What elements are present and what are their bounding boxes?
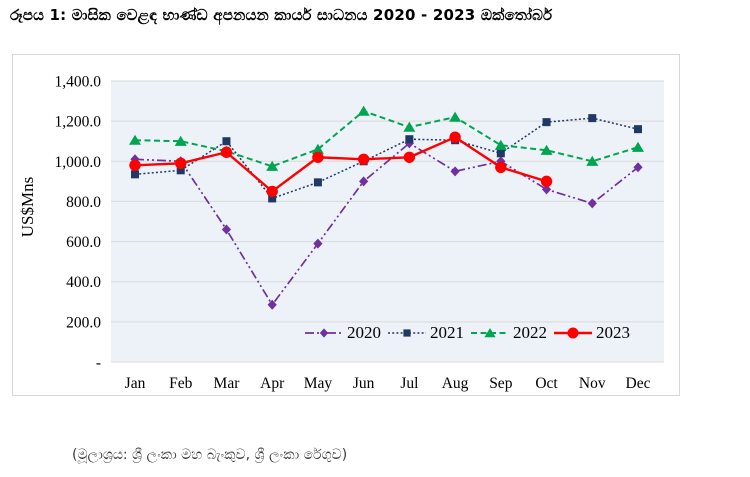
y-axis-tick-label: 1,000.0 (55, 154, 102, 171)
legend-label: 2021 (430, 323, 464, 342)
series-marker-2022 (266, 160, 279, 171)
series-line-2022 (134, 109, 639, 168)
series-marker-2020 (221, 224, 232, 235)
series-marker-2022 (174, 135, 187, 146)
x-axis-label: Jul (400, 375, 418, 392)
series-marker-2023 (312, 151, 324, 163)
series-marker-2020 (541, 184, 552, 195)
series-marker-2022 (403, 121, 416, 132)
legend-item-2020: 2020 (305, 323, 381, 343)
y-axis-tick-label: - (96, 355, 101, 372)
series-marker-2023 (357, 153, 370, 165)
series-marker-2021 (131, 170, 139, 179)
series-line-2021 (134, 117, 639, 200)
y-axis-title: US$Mns (18, 176, 37, 238)
x-axis-label: May (304, 375, 333, 392)
figure-title: රූපය 1: මාසික වෙළඳ භාණ්ඩ අපනයන කාර්ය සාධ… (10, 6, 553, 24)
series-marker-2023 (403, 151, 416, 163)
y-axis-tick-label: 800.0 (66, 194, 101, 211)
legend-marker-icon (319, 328, 329, 338)
y-axis-tick-label: 200.0 (66, 314, 101, 331)
x-axis-label: Mar (214, 375, 241, 392)
series-marker-2021 (588, 114, 597, 123)
legend-sample-triangle-icon (471, 328, 509, 338)
series-marker-2021 (496, 149, 505, 158)
legend-item-2021: 2021 (388, 323, 464, 343)
legend-sample-square-icon (388, 329, 426, 337)
series-marker-2022 (540, 144, 553, 155)
series-marker-2020 (450, 166, 460, 177)
series-marker-2020 (313, 238, 323, 249)
series-marker-2023 (175, 157, 187, 169)
legend-item-2022: 2022 (471, 323, 547, 343)
series-marker-2020 (587, 198, 597, 209)
series-marker-2022 (631, 141, 644, 152)
x-axis-label: Dec (626, 375, 651, 392)
series-marker-2021 (176, 166, 185, 175)
x-axis-label: Aug (442, 375, 469, 392)
series-marker-2021 (313, 178, 322, 187)
legend-sample-diamond-icon (305, 328, 343, 338)
chart-legend: 2020 2021 2022 2023 (305, 323, 637, 343)
legend-marker-icon (484, 328, 496, 338)
series-marker-2021 (268, 194, 277, 203)
series-marker-2021 (222, 137, 231, 146)
chart-container: US$Mns 1,400.0 1,200.0 1,000.0 800.0 600.0 40… (12, 54, 680, 396)
x-axis-label: Apr (260, 375, 285, 392)
x-axis-label: Nov (579, 375, 606, 392)
series-marker-2022 (311, 143, 324, 154)
legend-marker-icon (567, 327, 579, 339)
y-axis-tick-label: 1,200.0 (55, 114, 102, 131)
legend-label: 2022 (513, 323, 547, 342)
series-marker-2023 (540, 175, 553, 188)
y-axis-tick-label: 1,400.0 (55, 74, 102, 91)
series-marker-2020 (633, 162, 643, 173)
series-line-2020 (134, 142, 639, 307)
series-marker-2021 (542, 118, 551, 127)
series-marker-2021 (405, 135, 414, 144)
x-axis-label: Jan (125, 375, 146, 392)
series-marker-2023 (220, 146, 233, 158)
source-caption: (මූලාශ්‍රය: ශ්‍රී ලංකා මහ බැංකුව, ශ්‍රී … (72, 447, 348, 463)
y-axis-tick-label: 400.0 (66, 274, 101, 291)
legend-item-2023: 2023 (554, 323, 630, 343)
legend-label: 2020 (347, 323, 381, 342)
series-marker-2022 (494, 139, 507, 150)
series-line-2023 (134, 135, 547, 193)
series-marker-2023 (129, 159, 141, 171)
series-marker-2023 (266, 185, 278, 198)
x-axis-label: Jun (353, 375, 375, 392)
series-marker-2023 (495, 161, 507, 174)
series-marker-2023 (449, 131, 461, 143)
x-axis-label: Feb (169, 375, 193, 392)
x-axis-label: Sep (489, 375, 513, 392)
line-chart: 1,400.0 1,200.0 1,000.0 800.0 600.0 400.0 200.… (55, 74, 664, 392)
series-marker-2022 (449, 111, 462, 122)
legend-sample-circle-icon (554, 327, 592, 339)
plot-area (111, 81, 664, 362)
series-marker-2022 (129, 134, 141, 145)
legend-label: 2023 (596, 323, 630, 342)
series-marker-2020 (359, 176, 369, 187)
series-marker-2022 (357, 105, 370, 116)
series-marker-2020 (267, 299, 277, 310)
legend-marker-icon (403, 329, 411, 337)
series-marker-2022 (586, 155, 599, 166)
y-axis-tick-label: 600.0 (66, 234, 101, 251)
series-marker-2021 (633, 125, 642, 134)
x-axis-label: Oct (535, 375, 558, 392)
